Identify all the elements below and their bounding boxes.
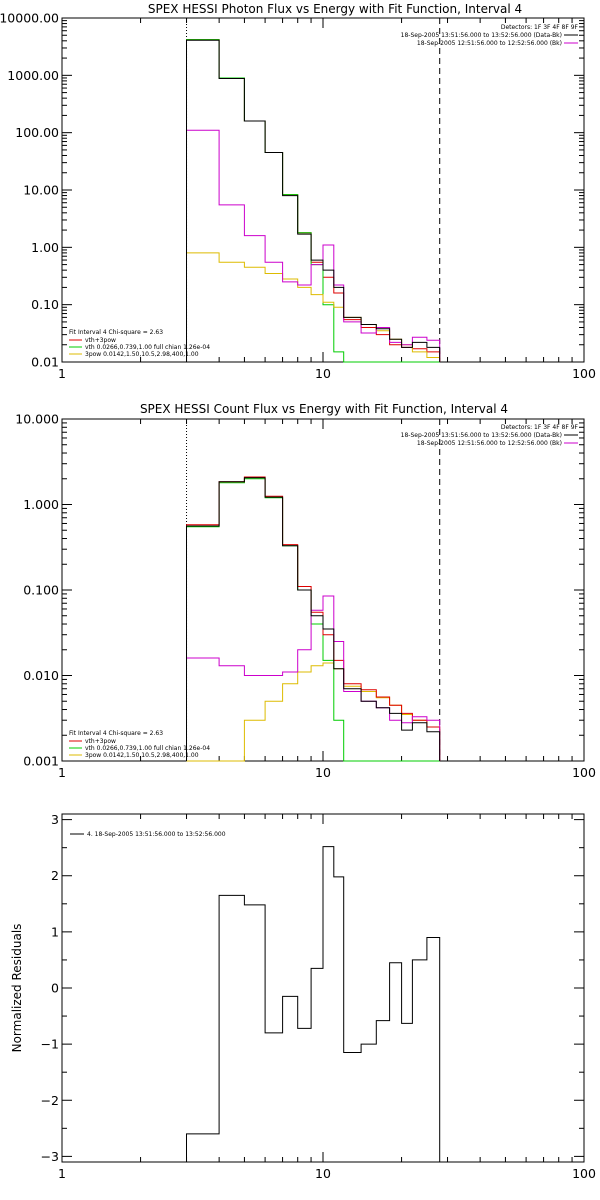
y-tick-label: −3	[41, 1149, 59, 1164]
y-tick-label: 10.00	[23, 183, 59, 198]
chart-title: SPEX HESSI Count Flux vs Energy with Fit…	[140, 402, 508, 416]
x-tick-label: 10	[315, 1166, 331, 1181]
header-line: 18-Sep-2005 13:51:56.000 to 13:52:56.000…	[401, 32, 562, 39]
legend-text: vth 0.0266,0.739,1.00 full chian 1.26e-0…	[85, 745, 210, 752]
fit-legend: Fit Interval 4 Chi-square = 2.63 vth+3po…	[69, 730, 210, 759]
fit-legend: Fit Interval 4 Chi-square = 2.63 vth+3po…	[69, 329, 210, 358]
series-line	[186, 846, 441, 1162]
plot-frame	[61, 418, 585, 762]
header-info: Detectors: 1F 3F 4F 8F 9F 18-Sep-2005 13…	[401, 24, 579, 47]
legend-text: 4. 18-Sep-2005 13:51:56.000 to 13:52:56.…	[87, 831, 226, 838]
plot-layer: 1 10 100 10000.00 1000.00 100.00 10.00 1.00 0.10…	[0, 11, 596, 382]
y-tick-label: 0.100	[23, 583, 59, 598]
y-tick-label: 10000.00	[0, 11, 59, 26]
y-tick-label: 100.00	[15, 125, 59, 140]
series-line	[186, 39, 441, 362]
legend-text: 3pow 0.0142,1.50,10.5,2.98,400,1.00	[85, 351, 199, 358]
y-axis-label: Normalized Residuals	[10, 924, 24, 1053]
x-tick-label: 1	[58, 366, 66, 381]
y-tick-label: 0.10	[31, 297, 59, 312]
y-tick-label: 3	[51, 812, 59, 827]
legend-text: vth+3pow	[85, 738, 116, 745]
residual-legend: 4. 18-Sep-2005 13:51:56.000 to 13:52:56.…	[70, 831, 226, 838]
y-tick-label: 0.001	[23, 754, 59, 769]
plot-layer: 1 10 100 10.000 1.000 0.100 0.010 0.001	[15, 412, 596, 781]
photon-flux-panel: SPEX HESSI Photon Flux vs Energy with Fi…	[0, 2, 596, 381]
y-tick-label: 0	[51, 981, 59, 996]
y-tick-label: 1000.00	[7, 68, 59, 83]
y-tick-label: 0.01	[31, 355, 59, 370]
y-tick-label: 1	[51, 924, 59, 939]
x-tick-label: 10	[315, 366, 331, 381]
y-tick-label: −2	[41, 1093, 59, 1108]
legend-text: Fit Interval 4 Chi-square = 2.63	[69, 329, 163, 336]
y-tick-label: 1.00	[31, 240, 59, 255]
series-line	[186, 39, 441, 362]
series-line	[186, 595, 441, 761]
legend-text: Fit Interval 4 Chi-square = 2.63	[69, 730, 163, 737]
header-info: Detectors: 1F 3F 4F 8F 9F 18-Sep-2005 13…	[401, 424, 579, 447]
x-tick-label: 100	[572, 765, 596, 780]
header-line: Detectors: 1F 3F 4F 8F 9F	[501, 24, 579, 31]
x-tick-label: 10	[315, 765, 331, 780]
y-tick-label: 2	[51, 868, 59, 883]
chart-title: SPEX HESSI Photon Flux vs Energy with Fi…	[148, 2, 522, 16]
legend-text: 3pow 0.0142,1.50,10.5,2.98,400,1.00	[85, 752, 199, 759]
y-tick-label: −1	[41, 1037, 59, 1052]
count-flux-panel: SPEX HESSI Count Flux vs Energy with Fit…	[15, 402, 596, 780]
x-tick-label: 100	[572, 1166, 596, 1181]
y-tick-label: 10.000	[15, 412, 59, 427]
series-line	[186, 39, 440, 363]
x-tick-label: 1	[58, 765, 66, 780]
x-tick-label: 1	[58, 1166, 66, 1181]
header-line: 18-Sep-2005 12:51:56.000 to 12:52:56.000…	[417, 440, 562, 447]
legend-text: vth 0.0266,0.739,1.00 full chian 1.26e-0…	[85, 344, 210, 351]
legend-text: vth+3pow	[85, 337, 116, 344]
series-line	[186, 129, 441, 362]
header-line: 18-Sep-2005 12:51:56.000 to 12:52:56.000…	[417, 40, 562, 47]
plot-frame	[61, 17, 585, 363]
x-tick-label: 100	[572, 366, 596, 381]
header-line: Detectors: 1F 3F 4F 8F 9F	[501, 424, 579, 431]
y-tick-label: 0.010	[23, 668, 59, 683]
y-tick-label: 1.000	[23, 497, 59, 512]
header-line: 18-Sep-2005 13:51:56.000 to 13:52:56.000…	[401, 432, 562, 439]
series-line	[186, 477, 441, 761]
